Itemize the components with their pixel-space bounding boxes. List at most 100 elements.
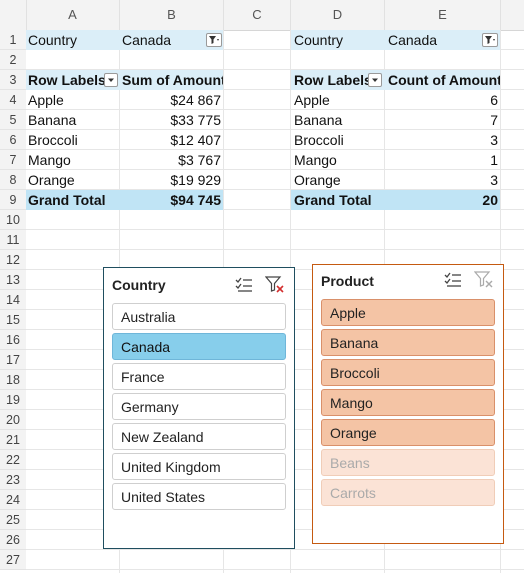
pivot2-filter-value[interactable]: Canada [388, 32, 438, 48]
column-header-c[interactable]: C [224, 0, 291, 30]
pivot1-row-labels-header: Row Labels [28, 72, 106, 88]
pivot1-row-label[interactable]: Mango [28, 152, 71, 168]
pivot2-row-value[interactable]: 1 [490, 152, 498, 168]
row-header[interactable]: 27 [0, 550, 26, 570]
row-header[interactable]: 1 [0, 30, 26, 50]
row-header[interactable]: 9 [0, 190, 26, 210]
row-header[interactable]: 5 [0, 110, 26, 130]
pivot1-row-value[interactable]: $24 867 [170, 92, 221, 108]
product-slicer[interactable]: Product Apple Banana Broccoli Mango Orange Be… [312, 264, 504, 544]
dropdown-arrow-icon [372, 78, 378, 82]
pivot2-row-label[interactable]: Banana [294, 112, 343, 128]
column-header-e[interactable]: E [385, 0, 501, 30]
country-slicer[interactable]: Country Australia Canada France Germany New … [103, 267, 295, 549]
row-header[interactable]: 10 [0, 210, 26, 230]
grid-row [26, 50, 524, 70]
pivot2-value-header: Count of Amount [388, 72, 500, 88]
row-header[interactable]: 3 [0, 70, 26, 90]
pivot2-row-value[interactable]: 6 [490, 92, 498, 108]
pivot1-filter-value[interactable]: Canada [122, 32, 172, 48]
pivot1-row-label[interactable]: Apple [28, 92, 64, 108]
pivot2-row-labels-dropdown[interactable] [368, 73, 382, 87]
pivot1-row-value[interactable]: $12 407 [170, 132, 221, 148]
country-slicer-item[interactable]: France [112, 363, 286, 390]
filter-icon [209, 36, 219, 44]
pivot2-filter-button[interactable] [482, 33, 498, 47]
column-header-a[interactable]: A [26, 0, 120, 30]
pivot2-row-label[interactable]: Orange [294, 172, 341, 188]
clear-filter-icon[interactable] [474, 270, 494, 288]
row-header[interactable]: 22 [0, 450, 26, 470]
product-slicer-title: Product [321, 273, 374, 289]
pivot1-row-labels-dropdown[interactable] [104, 73, 118, 87]
row-header[interactable]: 21 [0, 430, 26, 450]
multi-select-icon[interactable] [235, 277, 253, 293]
pivot1-row-label[interactable]: Banana [28, 112, 77, 128]
pivot2-row-value[interactable]: 7 [490, 112, 498, 128]
row-header[interactable]: 25 [0, 510, 26, 530]
column-header-bar: A B C D E [0, 0, 524, 31]
pivot1-row-value[interactable]: $3 767 [178, 152, 221, 168]
row-header[interactable]: 12 [0, 250, 26, 270]
pivot2-row-label[interactable]: Apple [294, 92, 330, 108]
row-header[interactable]: 7 [0, 150, 26, 170]
row-header[interactable]: 26 [0, 530, 26, 550]
row-header[interactable]: 17 [0, 350, 26, 370]
row-header[interactable]: 13 [0, 270, 26, 290]
country-slicer-item[interactable]: United States [112, 483, 286, 510]
country-slicer-item[interactable]: United Kingdom [112, 453, 286, 480]
pivot2-filter-label: Country [294, 32, 344, 48]
grid-row [26, 70, 524, 90]
country-slicer-item[interactable]: Germany [112, 393, 286, 420]
row-header[interactable]: 24 [0, 490, 26, 510]
product-slicer-item[interactable]: Orange [321, 419, 495, 446]
country-slicer-item[interactable]: New Zealand [112, 423, 286, 450]
row-header[interactable]: 16 [0, 330, 26, 350]
row-header[interactable]: 18 [0, 370, 26, 390]
row-header[interactable]: 23 [0, 470, 26, 490]
product-slicer-item[interactable]: Broccoli [321, 359, 495, 386]
pivot2-row-value[interactable]: 3 [490, 172, 498, 188]
column-header-d[interactable]: D [291, 0, 385, 30]
select-all-corner[interactable] [0, 0, 27, 30]
clear-filter-icon[interactable] [265, 275, 285, 293]
grid-row [26, 130, 524, 150]
row-header[interactable]: 2 [0, 50, 26, 70]
multi-select-icon[interactable] [444, 272, 462, 288]
grid-row [26, 170, 524, 190]
pivot2-row-labels-header: Row Labels [294, 72, 372, 88]
row-header[interactable]: 11 [0, 230, 26, 250]
product-slicer-item[interactable]: Apple [321, 299, 495, 326]
grid-row [26, 110, 524, 130]
grid-row [26, 190, 524, 210]
pivot2-row-label[interactable]: Broccoli [294, 132, 344, 148]
country-slicer-item[interactable]: Canada [112, 333, 286, 360]
column-header-b[interactable]: B [120, 0, 224, 30]
product-slicer-item[interactable]: Mango [321, 389, 495, 416]
country-slicer-title: Country [112, 277, 166, 293]
pivot1-row-label[interactable]: Broccoli [28, 132, 78, 148]
row-header[interactable]: 20 [0, 410, 26, 430]
pivot1-row-value[interactable]: $19 929 [170, 172, 221, 188]
product-slicer-item[interactable]: Beans [321, 449, 495, 476]
pivot2-row-label[interactable]: Mango [294, 152, 337, 168]
grid-row [26, 550, 524, 570]
pivot1-row-value[interactable]: $33 775 [170, 112, 221, 128]
product-slicer-item[interactable]: Banana [321, 329, 495, 356]
pivot2-row-value[interactable]: 3 [490, 132, 498, 148]
pivot1-grand-total-label: Grand Total [28, 192, 106, 208]
pivot1-row-label[interactable]: Orange [28, 172, 75, 188]
grid-row [26, 230, 524, 250]
row-header[interactable]: 14 [0, 290, 26, 310]
row-header[interactable]: 8 [0, 170, 26, 190]
row-header[interactable]: 4 [0, 90, 26, 110]
pivot2-grand-total-value: 20 [482, 192, 498, 208]
pivot1-filter-button[interactable] [206, 33, 222, 47]
row-header[interactable]: 15 [0, 310, 26, 330]
row-header[interactable]: 6 [0, 130, 26, 150]
country-slicer-item[interactable]: Australia [112, 303, 286, 330]
row-header[interactable]: 19 [0, 390, 26, 410]
product-slicer-item[interactable]: Carrots [321, 479, 495, 506]
grid-row [26, 530, 524, 550]
